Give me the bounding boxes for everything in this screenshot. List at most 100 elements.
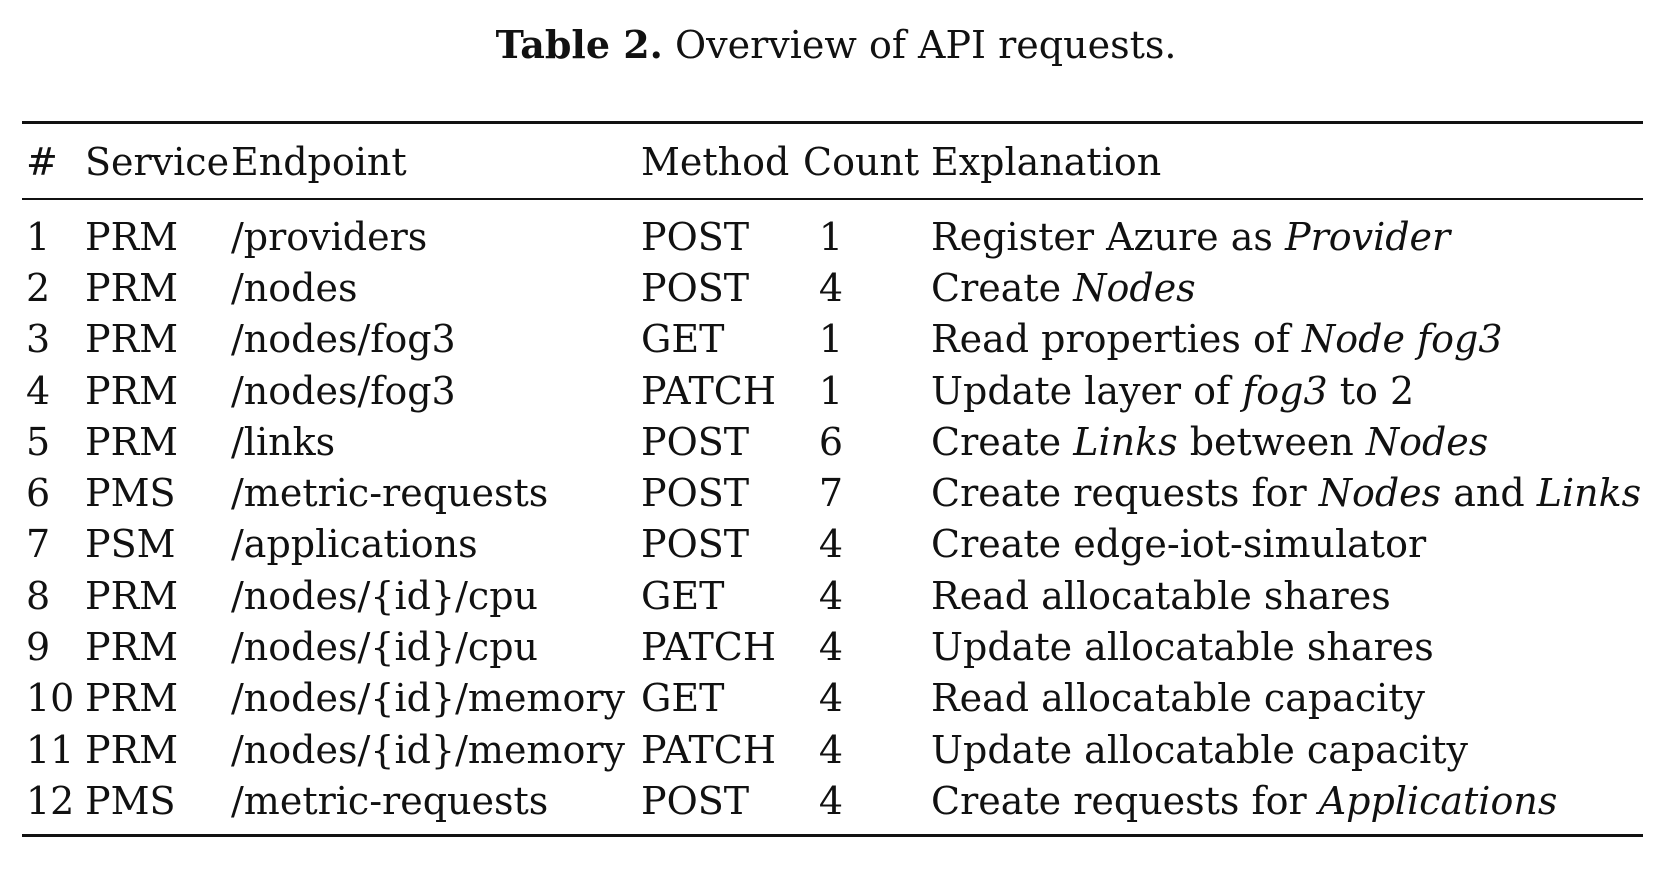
cell-service: PRM xyxy=(85,625,179,670)
header-explanation: Explanation xyxy=(931,140,1162,184)
header-service: Service xyxy=(85,140,230,184)
cell-num: 3 xyxy=(26,317,51,362)
explanation-text: to 2 xyxy=(1327,368,1415,413)
top-rule xyxy=(22,121,1643,124)
cell-method: GET xyxy=(641,317,725,362)
cell-count: 1 xyxy=(818,368,844,413)
explanation-text: Register Azure as xyxy=(931,214,1285,259)
cell-service: PSM xyxy=(85,522,176,567)
cell-count: 4 xyxy=(818,727,844,772)
cell-count: 4 xyxy=(818,625,844,670)
explanation-italic-term: Links xyxy=(1536,471,1642,516)
cell-count: 4 xyxy=(818,778,844,823)
cell-explanation: Read allocatable shares xyxy=(931,570,1641,621)
table-row: 8 PRM/nodes/{id}/cpu GET 4 Read allocatable … xyxy=(26,570,1641,621)
explanation-italic-term: Node fog3 xyxy=(1302,317,1503,362)
explanation-text: Create requests for xyxy=(931,471,1319,516)
cell-endpoint: /nodes/{id}/memory xyxy=(231,727,625,772)
caption-label: Table 2. xyxy=(495,22,663,67)
explanation-italic-term: Applications xyxy=(1318,778,1558,823)
cell-explanation: Create edge-iot-simulator xyxy=(931,519,1641,570)
explanation-text: and xyxy=(1441,471,1537,516)
table-row: 9 PRM/nodes/{id}/cpu PATCH 4 Update allocata… xyxy=(26,621,1641,672)
explanation-text: Read properties of xyxy=(931,317,1303,362)
cell-endpoint: /nodes/fog3 xyxy=(231,368,456,413)
explanation-text: Read allocatable capacity xyxy=(931,676,1425,721)
cell-endpoint: /metric-requests xyxy=(231,471,549,516)
cell-count: 4 xyxy=(818,573,844,618)
table-row: 7 PSM/applications POST 4 Create edge-iot-si… xyxy=(26,519,1641,570)
cell-endpoint: /nodes xyxy=(231,265,358,310)
cell-service: PRM xyxy=(85,214,179,259)
cell-service: PMS xyxy=(85,778,176,823)
cell-method: PATCH xyxy=(641,368,777,413)
explanation-text: Create requests for xyxy=(931,778,1319,823)
table-row: 12 PMS/metric-requests POST 4 Create request… xyxy=(26,775,1641,826)
table-row: 5 PRM/links POST 6 Create Links between Node… xyxy=(26,416,1641,467)
cell-endpoint: /metric-requests xyxy=(231,778,549,823)
cell-count: 6 xyxy=(818,419,844,464)
cell-explanation: Read properties of Node fog3 xyxy=(931,314,1641,365)
explanation-italic-term: Nodes xyxy=(1318,471,1442,516)
cell-method: POST xyxy=(641,265,750,310)
cell-explanation: Update allocatable shares xyxy=(931,621,1641,672)
cell-num: 2 xyxy=(26,265,51,310)
cell-num: 9 xyxy=(26,625,51,670)
table-row: 2 PRM/nodes POST 4 Create Nodes xyxy=(26,262,1641,313)
cell-num: 7 xyxy=(26,522,51,567)
cell-count: 1 xyxy=(818,214,844,259)
cell-endpoint: /providers xyxy=(231,214,428,259)
cell-count: 7 xyxy=(818,471,844,516)
header-num: # xyxy=(26,140,58,184)
cell-num: 1 xyxy=(26,214,51,259)
explanation-text: Create edge-iot-simulator xyxy=(931,522,1427,567)
explanation-text: Create xyxy=(931,265,1074,310)
table-body: 1 PRM/providers POST 1 Register Azure as Pro… xyxy=(26,211,1641,827)
cell-service: PRM xyxy=(85,419,179,464)
header-row: # Service Endpoint Method Count Explanat… xyxy=(26,137,1631,187)
cell-method: PATCH xyxy=(641,727,777,772)
cell-explanation: Create requests for Applications xyxy=(931,775,1641,826)
cell-num: 6 xyxy=(26,471,51,516)
cell-explanation: Create Nodes xyxy=(931,262,1641,313)
cell-num: 8 xyxy=(26,573,51,618)
cell-method: GET xyxy=(641,676,725,721)
cell-method: POST xyxy=(641,419,750,464)
cell-explanation: Register Azure as Provider xyxy=(931,211,1641,262)
cell-endpoint: /nodes/{id}/memory xyxy=(231,676,625,721)
cell-service: PRM xyxy=(85,573,179,618)
cell-num: 4 xyxy=(26,368,51,413)
cell-service: PRM xyxy=(85,676,179,721)
cell-count: 4 xyxy=(818,676,844,721)
cell-service: PRM xyxy=(85,317,179,362)
cell-count: 1 xyxy=(818,317,844,362)
table-caption: Table 2. Overview of API requests. xyxy=(0,22,1672,68)
table-header: # Service Endpoint Method Count Explanat… xyxy=(26,137,1631,187)
explanation-italic-term: Provider xyxy=(1285,214,1451,259)
explanation-italic-term: Nodes xyxy=(1073,265,1196,310)
cell-method: GET xyxy=(641,573,725,618)
cell-explanation: Create requests for Nodes and Links xyxy=(931,467,1641,518)
cell-explanation: Update layer of fog3 to 2 xyxy=(931,365,1641,416)
explanation-text: Create xyxy=(931,419,1074,464)
cell-num: 10 xyxy=(26,676,75,721)
table-row: 3 PRM/nodes/fog3 GET 1 Read properties of No… xyxy=(26,314,1641,365)
table-row: 10 PRM/nodes/{id}/memory GET 4 Read allocata… xyxy=(26,673,1641,724)
cell-num: 11 xyxy=(26,727,75,772)
cell-endpoint: /nodes/{id}/cpu xyxy=(231,573,538,618)
cell-count: 4 xyxy=(818,265,844,310)
explanation-text: Update layer of xyxy=(931,368,1243,413)
table-row: 6 PMS/metric-requests POST 7 Create requests… xyxy=(26,467,1641,518)
cell-num: 5 xyxy=(26,419,51,464)
cell-method: POST xyxy=(641,522,750,567)
explanation-text: between xyxy=(1177,419,1366,464)
cell-method: PATCH xyxy=(641,625,777,670)
cell-explanation: Create Links between Nodes xyxy=(931,416,1641,467)
cell-explanation: Update allocatable capacity xyxy=(931,724,1641,775)
explanation-italic-term: fog3 xyxy=(1242,368,1328,413)
table-row: 1 PRM/providers POST 1 Register Azure as Pro… xyxy=(26,211,1641,262)
cell-method: POST xyxy=(641,214,750,259)
cell-service: PRM xyxy=(85,727,179,772)
table-row: 11 PRM/nodes/{id}/memory PATCH 4 Update allo… xyxy=(26,724,1641,775)
cell-service: PRM xyxy=(85,265,179,310)
